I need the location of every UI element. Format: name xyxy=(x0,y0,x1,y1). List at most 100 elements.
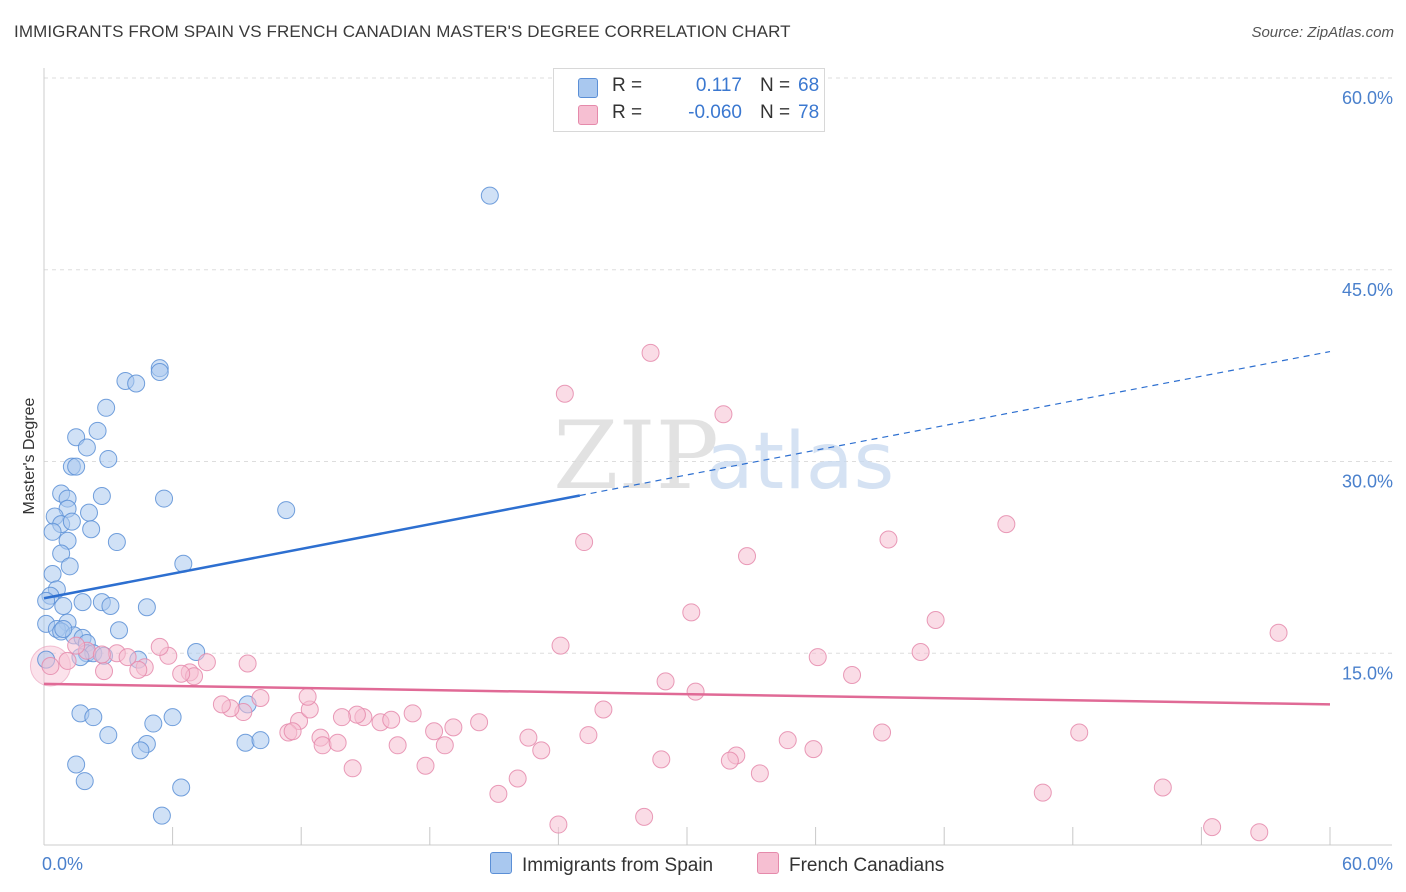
scatter-point-french-canadians xyxy=(58,651,77,670)
stats-legend: R = 0.117 N = 68 R = -0.060 N = 78 xyxy=(553,68,825,132)
scatter-point-french-canadians xyxy=(997,515,1016,534)
scatter-point-french-canadians xyxy=(551,636,570,655)
scatter-point-spain xyxy=(480,186,499,205)
scatter-point-spain xyxy=(127,374,146,393)
watermark-zip: ZIP xyxy=(553,402,719,511)
bottom-legend-french-canadians: French Canadians xyxy=(757,852,944,876)
legend-r-value: -0.060 xyxy=(688,102,742,123)
scatter-point-french-canadians xyxy=(489,784,508,803)
scatter-point-french-canadians xyxy=(720,751,739,770)
scatter-point-french-canadians xyxy=(212,695,231,714)
scatter-point-french-canadians xyxy=(778,731,797,750)
scatter-point-spain xyxy=(67,457,86,476)
scatter-point-french-canadians xyxy=(283,722,302,741)
scatter-point-french-canadians xyxy=(579,726,598,745)
scatter-point-spain xyxy=(144,714,163,733)
scatter-point-french-canadians xyxy=(911,642,930,661)
scatter-point-spain xyxy=(155,489,174,508)
legend-n-label: N = xyxy=(760,75,791,96)
scatter-point-spain xyxy=(84,708,103,727)
scatter-point-french-canadians xyxy=(332,708,351,727)
scatter-point-spain xyxy=(107,533,126,552)
scatter-point-french-canadians xyxy=(444,718,463,737)
x-tick-label: 60.0% xyxy=(1342,854,1393,874)
scatter-point-french-canadians xyxy=(879,530,898,549)
scatter-point-spain xyxy=(54,596,73,615)
scatter-point-french-canadians xyxy=(238,654,257,673)
watermark-atlas: atlas xyxy=(706,417,895,507)
scatter-point-spain xyxy=(88,421,107,440)
scatter-point-french-canadians xyxy=(328,733,347,752)
scatter-point-french-canadians xyxy=(738,547,757,566)
scatter-point-french-canadians xyxy=(1250,823,1269,842)
legend-n-value: 78 xyxy=(798,102,820,123)
bottom-legend-swatch-french-canadians xyxy=(757,852,779,874)
bottom-legend-swatch-spain xyxy=(490,852,512,874)
legend-swatch-spain xyxy=(578,78,598,98)
y-tick-label: 60.0% xyxy=(1342,88,1393,108)
watermark: ZIP atlas xyxy=(553,402,894,511)
scatter-point-french-canadians xyxy=(594,700,613,719)
bottom-legend-spain: Immigrants from Spain xyxy=(490,852,713,876)
legend-r-value: 0.117 xyxy=(695,75,742,96)
source-credit: Source: ZipAtlas.com xyxy=(1251,24,1394,41)
scatter-point-spain xyxy=(131,741,150,760)
scatter-point-french-canadians xyxy=(118,648,137,667)
scatter-point-french-canadians xyxy=(843,665,862,684)
scatter-point-spain xyxy=(73,593,92,612)
chart-title: IMMIGRANTS FROM SPAIN VS FRENCH CANADIAN… xyxy=(14,22,791,41)
scatter-point-french-canadians xyxy=(67,636,86,655)
scatter-point-spain xyxy=(110,621,129,640)
y-tick-label: 30.0% xyxy=(1342,472,1393,492)
trend-lines xyxy=(43,350,1331,706)
legend-swatch-french-canadians xyxy=(578,105,598,125)
scatter-point-french-canadians xyxy=(656,672,675,691)
scatter-point-spain xyxy=(99,449,118,468)
scatter-point-spain xyxy=(172,778,191,797)
scatter-point-french-canadians xyxy=(343,759,362,778)
scatter-point-french-canadians xyxy=(470,713,489,732)
scatter-point-french-canadians xyxy=(1153,778,1172,797)
scatter-point-french-canadians xyxy=(1203,818,1222,837)
scatter-point-french-canadians xyxy=(129,660,148,679)
legend-n-value: 68 xyxy=(798,75,820,96)
scatter-point-spain xyxy=(37,591,56,610)
scatter-point-french-canadians xyxy=(808,648,827,667)
scatter-point-french-canadians xyxy=(686,682,705,701)
data-points xyxy=(29,186,1288,842)
scatter-point-french-canadians xyxy=(1070,723,1089,742)
legend-n-label: N = xyxy=(760,102,791,123)
scatter-point-spain xyxy=(80,503,99,522)
scatter-point-french-canadians xyxy=(508,769,527,788)
bottom-legend-label-french-canadians: French Canadians xyxy=(789,855,945,876)
scatter-point-french-canadians xyxy=(873,723,892,742)
scatter-point-french-canadians xyxy=(804,740,823,759)
scatter-point-french-canadians xyxy=(549,815,568,834)
scatter-point-french-canadians xyxy=(519,728,538,747)
scatter-point-french-canadians xyxy=(313,736,332,755)
y-tick-label: 15.0% xyxy=(1342,663,1393,683)
scatter-point-french-canadians xyxy=(641,343,660,362)
scatter-point-spain xyxy=(60,557,79,576)
scatter-point-french-canadians xyxy=(197,653,216,672)
scatter-point-spain xyxy=(75,772,94,791)
scatter-point-spain xyxy=(236,733,255,752)
scatter-point-spain xyxy=(137,598,156,617)
scatter-point-french-canadians xyxy=(575,533,594,552)
scatter-point-spain xyxy=(163,708,182,727)
legend-r-label: R = xyxy=(612,102,643,123)
scatter-point-french-canadians xyxy=(652,750,671,769)
scatter-point-french-canadians xyxy=(1033,783,1052,802)
scatter-point-spain xyxy=(101,596,120,615)
scatter-point-spain xyxy=(99,726,118,745)
scatter-point-french-canadians xyxy=(388,736,407,755)
trend-line-spain xyxy=(43,494,581,600)
scatter-point-french-canadians xyxy=(1269,623,1288,642)
scatter-point-french-canadians xyxy=(416,756,435,775)
scatter-point-spain xyxy=(43,564,62,583)
scatter-point-french-canadians xyxy=(926,611,945,630)
bottom-legend-label-spain: Immigrants from Spain xyxy=(522,855,714,876)
scatter-point-french-canadians xyxy=(714,405,733,424)
scatter-point-french-canadians xyxy=(92,645,111,664)
x-tick-label: 0.0% xyxy=(42,854,83,874)
